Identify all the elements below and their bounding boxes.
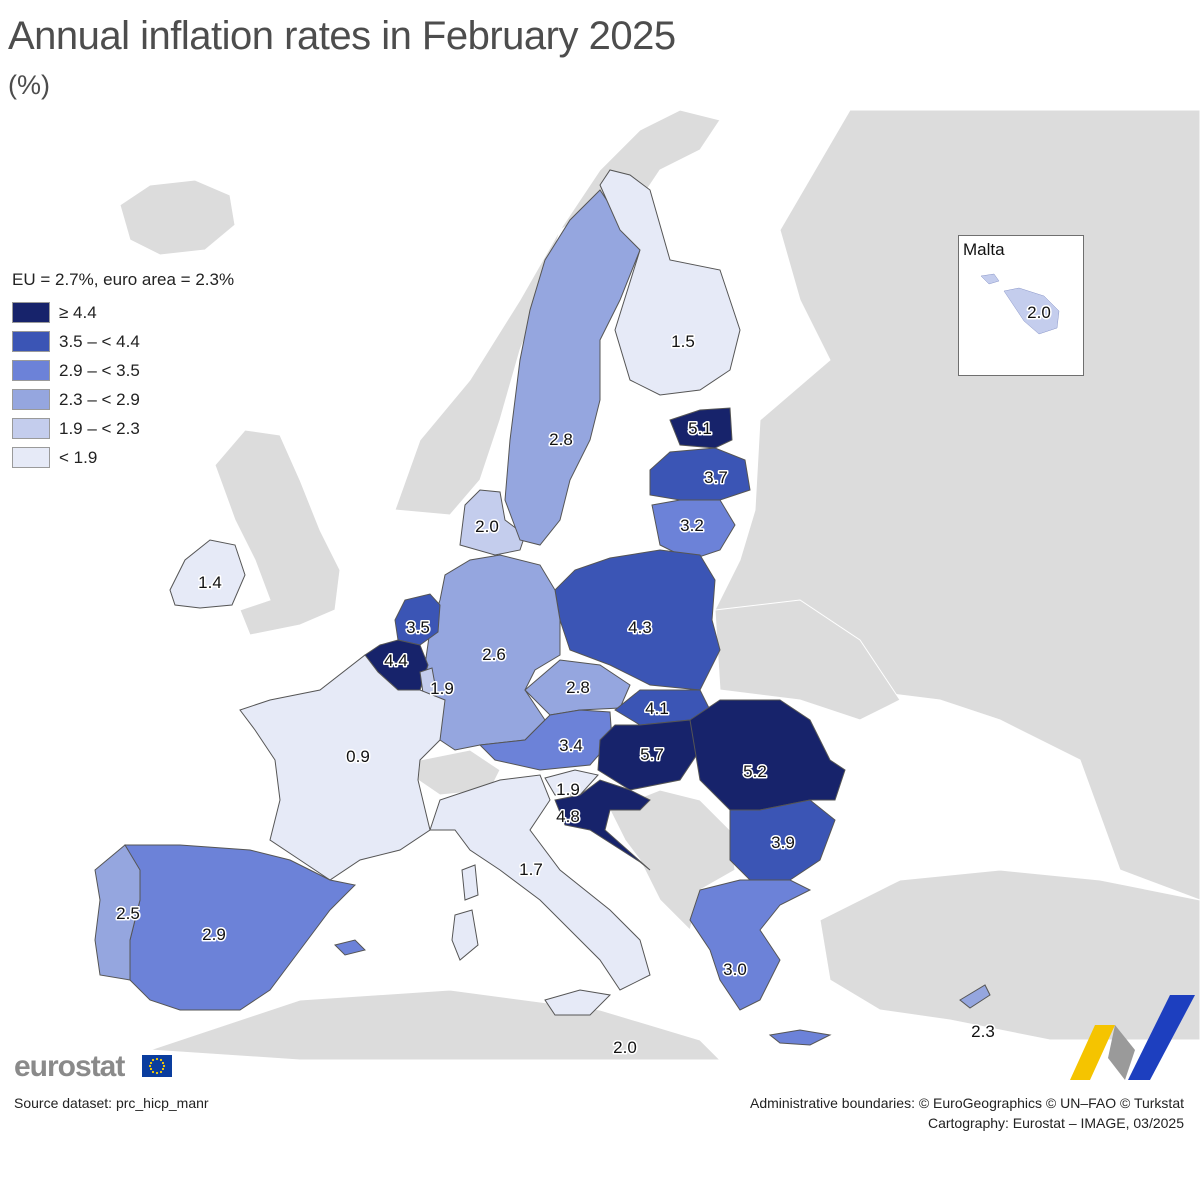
country-corsica: [461, 864, 479, 901]
legend-label: 2.9 – < 3.5: [59, 360, 140, 380]
value-label-it: 1.7: [519, 860, 543, 879]
eu-countries: [94, 169, 991, 1046]
legend-row: 1.9 – < 2.3: [12, 414, 234, 443]
value-label-ee: 5.1: [688, 419, 712, 438]
legend-label: 2.3 – < 2.9: [59, 389, 140, 409]
legend-row: 3.5 – < 4.4: [12, 327, 234, 356]
value-label-bg: 3.9: [771, 833, 795, 852]
legend-label: ≥ 4.4: [59, 302, 97, 322]
value-label-hr: 4.8: [556, 807, 580, 826]
country-malta: [980, 273, 1060, 335]
value-label-fi: 1.5: [671, 332, 695, 351]
legend-row: ≥ 4.4: [12, 298, 234, 327]
legend-row: 2.3 – < 2.9: [12, 385, 234, 414]
value-label-si: 1.9: [556, 780, 580, 799]
value-label-cz: 2.8: [566, 678, 590, 697]
legend-swatch: [12, 331, 50, 352]
value-label-hu: 5.7: [640, 745, 664, 764]
credit-cartography: Cartography: Eurostat – IMAGE, 03/2025: [927, 1115, 1184, 1131]
value-label-el: 3.0: [723, 960, 747, 979]
legend-swatch: [12, 360, 50, 381]
value-label-mt: 2.0: [1027, 303, 1051, 322]
value-label-mt-main: 2.0: [613, 1038, 637, 1057]
legend-swatch: [12, 418, 50, 439]
country-bulgaria: [729, 799, 836, 881]
legend-label: 3.5 – < 4.4: [59, 331, 140, 351]
value-label-cy: 2.3: [971, 1022, 995, 1041]
country-slovenia: [544, 769, 599, 796]
legend-swatch: [12, 302, 50, 323]
value-label-es: 2.9: [202, 925, 226, 944]
value-label-pt: 2.5: [116, 904, 140, 923]
country-ireland: [169, 539, 246, 609]
country-poland: [554, 549, 721, 691]
value-label-pl: 4.3: [628, 618, 652, 637]
value-label-lu: 1.9: [430, 679, 454, 698]
region-norway: [394, 109, 721, 516]
country-greece: [689, 879, 812, 1011]
legend-label: 1.9 – < 2.3: [59, 418, 140, 438]
region-uk: [214, 429, 341, 636]
legend-row: 2.9 – < 3.5: [12, 356, 234, 385]
country-finland: [599, 169, 741, 396]
legend-header: EU = 2.7%, euro area = 2.3%: [12, 270, 235, 289]
malta-inset: Malta 2.0: [958, 235, 1084, 376]
malta-inset-title: Malta: [963, 240, 1005, 259]
value-label-sk: 4.1: [645, 699, 669, 718]
value-label-at: 3.4: [559, 736, 583, 755]
legend: EU = 2.7%, euro area = 2.3% ≥ 4.4 3.5 – …: [12, 270, 234, 472]
legend-label: < 1.9: [59, 447, 98, 467]
country-sweden: [504, 189, 641, 546]
value-label-lt: 3.2: [680, 516, 704, 535]
country-estonia: [669, 407, 733, 449]
country-italy: [429, 774, 651, 991]
legend-swatch: [12, 389, 50, 410]
value-label-lv: 3.7: [704, 468, 728, 487]
country-latvia: [649, 447, 751, 501]
malta-inset-map: 2.0: [980, 273, 1060, 335]
value-label-ro: 5.2: [743, 762, 767, 781]
country-cyprus: [959, 984, 991, 1009]
value-label-fr: 0.9: [346, 747, 370, 766]
country-sicily: [544, 989, 612, 1016]
country-crete: [768, 1029, 832, 1046]
page-title: Annual inflation rates in February 2025: [8, 14, 676, 58]
country-portugal: [94, 844, 141, 981]
value-label-dk: 2.0: [475, 517, 499, 536]
source-note: Source dataset: prc_hicp_manr: [14, 1095, 209, 1111]
value-label-se: 2.8: [549, 430, 573, 449]
value-labels: 1.4 2.0 2.8 1.5 5.1 3.7 3.2 4.3 2.6 3.5 …: [115, 331, 997, 1059]
region-turkey: [819, 869, 1200, 1041]
page-subtitle: (%): [8, 70, 50, 100]
country-denmark: [459, 489, 526, 556]
legend-swatch: [12, 447, 50, 468]
country-lithuania: [651, 499, 736, 561]
eurostat-logo: eurostat: [14, 1050, 125, 1083]
value-label-be: 4.4: [384, 651, 408, 670]
country-balearics: [334, 939, 366, 956]
corner-logo-icon: [1070, 995, 1195, 1080]
region-iceland: [119, 179, 236, 256]
country-austria: [478, 709, 613, 771]
value-label-ie: 1.4: [198, 573, 222, 592]
region-belarus-ukraine: [714, 599, 901, 721]
credit-boundaries: Administrative boundaries: © EuroGeograp…: [749, 1095, 1184, 1111]
country-sardinia: [451, 909, 479, 961]
country-romania: [689, 699, 846, 811]
value-label-nl: 3.5: [406, 618, 430, 637]
legend-row: < 1.9: [12, 443, 234, 472]
eu-flag-icon: [142, 1055, 172, 1077]
value-label-de: 2.6: [482, 645, 506, 664]
country-croatia: [554, 779, 651, 871]
